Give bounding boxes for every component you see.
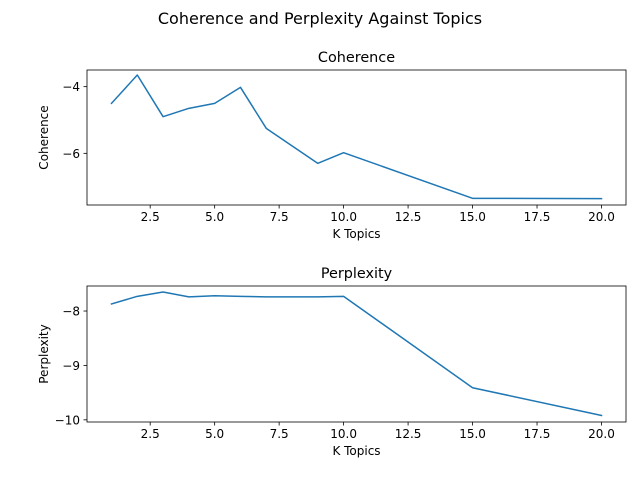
perplexity-title: Perplexity — [321, 266, 393, 282]
coherence-axes: Coherence 2.5 5.0 7.5 10.0 12.5 15.0 17.5 20.0 −4… — [37, 50, 627, 241]
perplexity-axes-frame — [86, 285, 627, 423]
perplexity-series-line — [110, 291, 603, 417]
perplexity-ylabel: Perplexity — [37, 324, 51, 384]
perplexity-ytick-label: −10 — [55, 413, 80, 427]
coherence-xtick-label: 17.5 — [524, 210, 551, 224]
coherence-xlabel: K Topics — [332, 227, 380, 241]
coherence-xtick-label: 2.5 — [141, 210, 160, 224]
perplexity-xtick-label: 5.0 — [205, 427, 224, 441]
figure-suptitle: Coherence and Perplexity Against Topics — [158, 9, 482, 28]
perplexity-xtick-label: 17.5 — [524, 427, 551, 441]
perplexity-xlabel: K Topics — [332, 444, 380, 458]
coherence-ytick-label: −6 — [62, 147, 80, 161]
perplexity-xtick-label: 15.0 — [459, 427, 486, 441]
coherence-title: Coherence — [318, 50, 395, 66]
coherence-series-line — [110, 74, 603, 200]
coherence-xtick-label: 12.5 — [395, 210, 422, 224]
coherence-xtick-label: 20.0 — [588, 210, 615, 224]
coherence-xtick-label: 7.5 — [270, 210, 289, 224]
coherence-axes-frame — [86, 69, 627, 206]
perplexity-xtick-label: 7.5 — [270, 427, 289, 441]
coherence-ylabel: Coherence — [37, 105, 51, 169]
perplexity-xtick-label: 10.0 — [330, 427, 357, 441]
perplexity-xtick-label: 12.5 — [395, 427, 422, 441]
perplexity-ytick-label: −8 — [62, 305, 80, 319]
perplexity-ytick-label: −9 — [62, 359, 80, 373]
coherence-xtick-label: 10.0 — [330, 210, 357, 224]
perplexity-xtick-label: 2.5 — [141, 427, 160, 441]
coherence-xtick-label: 15.0 — [459, 210, 486, 224]
perplexity-xtick-label: 20.0 — [588, 427, 615, 441]
perplexity-axes: Perplexity 2.5 5.0 7.5 10.0 12.5 15.0 17.5 20.0 −… — [37, 266, 627, 458]
coherence-ytick-label: −4 — [62, 80, 80, 94]
coherence-xtick-label: 5.0 — [205, 210, 224, 224]
